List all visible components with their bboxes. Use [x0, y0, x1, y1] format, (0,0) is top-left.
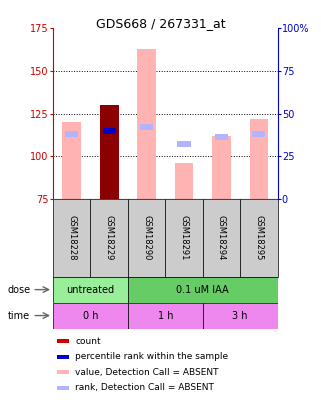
Bar [203, 199, 240, 277]
Text: GSM18229: GSM18229 [105, 215, 114, 260]
Bar [53, 277, 128, 303]
Bar [128, 199, 165, 277]
Bar [203, 303, 278, 328]
Bar [91, 199, 128, 277]
Text: GDS668 / 267331_at: GDS668 / 267331_at [96, 17, 225, 30]
Bar [100, 105, 118, 199]
Bar [128, 277, 278, 303]
Text: GSM18294: GSM18294 [217, 215, 226, 260]
Bar [140, 124, 153, 130]
Text: GSM18290: GSM18290 [142, 215, 151, 260]
Text: GSM18291: GSM18291 [179, 215, 188, 260]
Text: GSM18295: GSM18295 [255, 215, 264, 260]
Bar [215, 134, 228, 141]
Bar [165, 199, 203, 277]
Text: 0.1 uM IAA: 0.1 uM IAA [177, 285, 229, 294]
Text: rank, Detection Call = ABSENT: rank, Detection Call = ABSENT [75, 383, 214, 392]
Text: count: count [75, 337, 101, 346]
Bar [240, 199, 278, 277]
Text: dose: dose [8, 285, 31, 294]
Text: GSM18228: GSM18228 [67, 215, 76, 260]
Bar [57, 370, 69, 374]
Bar [175, 163, 193, 199]
Text: 1 h: 1 h [158, 311, 173, 320]
Text: value, Detection Call = ABSENT: value, Detection Call = ABSENT [75, 368, 219, 377]
Bar [57, 339, 69, 343]
Bar [128, 303, 203, 328]
Bar [250, 119, 268, 199]
Bar [53, 303, 128, 328]
Bar [212, 136, 231, 199]
Bar [65, 131, 78, 137]
Bar [62, 122, 81, 199]
Bar [57, 386, 69, 390]
Bar [53, 199, 91, 277]
Text: percentile rank within the sample: percentile rank within the sample [75, 352, 229, 361]
Text: 3 h: 3 h [232, 311, 248, 320]
Bar [137, 49, 156, 199]
Text: time: time [8, 311, 30, 320]
Bar [103, 128, 116, 134]
Bar [178, 141, 191, 147]
Bar [57, 355, 69, 358]
Text: untreated: untreated [66, 285, 115, 294]
Text: 0 h: 0 h [83, 311, 98, 320]
Bar [252, 131, 265, 137]
